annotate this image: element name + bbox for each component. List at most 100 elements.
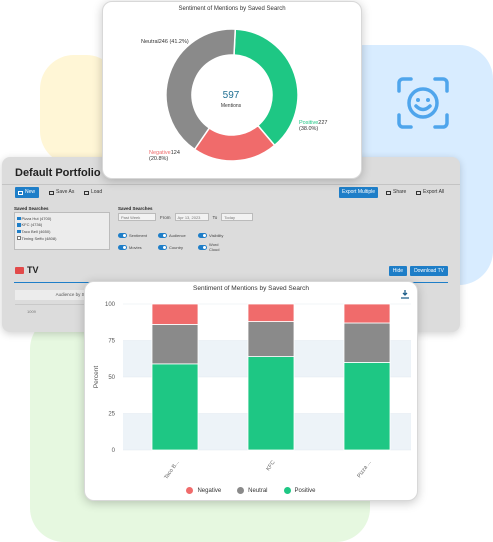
bar-segment-neutral[interactable] (151, 324, 199, 365)
donut-label-name: Positive (299, 120, 319, 126)
bar-segment-negative[interactable] (343, 303, 391, 324)
y-tick-label: 50 (108, 375, 115, 381)
date-range-title: Saved Searches (118, 206, 153, 211)
bar-segment-positive[interactable] (151, 363, 199, 451)
donut-slice-positive[interactable] (233, 28, 299, 147)
download-icon[interactable] (401, 290, 409, 299)
toggle-switch[interactable] (118, 244, 127, 250)
toggle-label: Movies (129, 244, 142, 250)
new-button[interactable]: New (15, 187, 39, 198)
save-as-label: Save As (56, 189, 75, 195)
new-button-label: New (25, 189, 36, 195)
toggle-word-cloud[interactable]: Word Cloud (198, 242, 230, 252)
x-tick-label: KFC (265, 460, 276, 472)
toggle-switch[interactable] (198, 232, 207, 238)
donut-label-negative: Negative124 (20.8%) (149, 150, 180, 162)
toggle-switch[interactable] (158, 244, 167, 250)
donut-chart-title: Sentiment of Mentions by Saved Search (178, 6, 286, 12)
hide-button[interactable]: Hide (388, 266, 408, 276)
saved-search-label: KFC (4736) (21, 222, 43, 228)
legend-swatch (283, 487, 291, 494)
checkbox[interactable] (17, 229, 21, 234)
donut-label-value: 124 (170, 150, 180, 156)
toggle-movies[interactable]: Movies (118, 244, 150, 250)
load-label: Load (91, 189, 103, 195)
saved-search-item[interactable]: KFC (4736) (17, 222, 107, 229)
checkbox[interactable] (17, 236, 21, 240)
bar-segment-negative[interactable] (247, 303, 295, 322)
bar-segment-positive[interactable] (247, 356, 295, 451)
tv-label: TV (27, 265, 39, 275)
legend-label: Neutral (248, 487, 268, 494)
donut-label-percent: (41.2%) (169, 39, 189, 45)
toggle-label: Country (169, 244, 184, 250)
toggle-switch[interactable] (158, 232, 167, 238)
donut-chart (165, 28, 299, 162)
y-tick-label: 75 (108, 339, 115, 345)
toggle-sentiment[interactable]: Sentiment (118, 232, 150, 238)
load-button[interactable]: Load (81, 187, 105, 198)
donut-chart-card: Sentiment of Mentions by Saved Search 59… (102, 1, 362, 179)
y-tick-label: 0 (112, 448, 116, 454)
legend-label: Positive (294, 487, 316, 494)
portfolio-toolbar: New Save As Load Export Multiple Share E… (15, 187, 448, 199)
from-date-field[interactable]: Apr 13, 2023 (174, 213, 209, 221)
share-icon (386, 190, 391, 195)
audience-table-cell: 1009 (27, 309, 36, 314)
legend-item-neutral[interactable]: Neutral (237, 487, 268, 494)
saved-search-item[interactable]: Taco Bell (4650) (17, 228, 107, 235)
stacked-bar-chart: 0 25 50 75 100 Percent Taco B... KFC Pizza ... (93, 302, 411, 481)
toggle-visibility[interactable]: Visibility (198, 232, 230, 238)
toggle-label: Sentiment (129, 232, 148, 238)
checkbox[interactable] (17, 223, 21, 227)
toggle-country[interactable]: Country (158, 244, 190, 250)
donut-label-percent: (20.8%) (149, 156, 169, 162)
new-icon (18, 190, 23, 195)
toggle-label: Word Cloud (208, 242, 220, 252)
saved-search-item[interactable]: Pizza Hut (4700) (17, 215, 107, 222)
donut-label-value: 246 (158, 39, 168, 45)
bar-segment-positive[interactable] (343, 362, 391, 451)
face-recognition-icon (397, 77, 449, 129)
to-label: To (212, 214, 218, 220)
date-range-panel: Saved Searches Past Week From Apr 13, 20… (118, 206, 288, 252)
chart-legend: Negative Neutral Positive (85, 487, 417, 494)
save-icon (49, 190, 54, 195)
toggle-label: Visibility (209, 232, 224, 238)
checkbox[interactable] (17, 216, 21, 221)
legend-label: Negative (197, 487, 222, 494)
to-date-field[interactable]: Today (221, 213, 254, 221)
saved-search-item[interactable]: Timing Seffo (4808) (17, 235, 107, 242)
bar-segment-negative[interactable] (151, 303, 199, 325)
bar-segment-neutral[interactable] (247, 321, 295, 357)
export-multiple-button[interactable]: Export Multiple (339, 187, 379, 198)
donut-label-name: Negative (149, 150, 171, 156)
toggle-audience[interactable]: Audience (158, 232, 190, 238)
bar-segment-neutral[interactable] (343, 322, 391, 363)
period-select[interactable]: Past Week (118, 213, 156, 221)
legend-item-negative[interactable]: Negative (186, 487, 221, 494)
legend-item-positive[interactable]: Positive (283, 487, 316, 494)
x-tick-label: Pizza ... (357, 459, 373, 479)
donut-label-percent: (38.0%) (299, 126, 319, 132)
saved-searches-list[interactable]: Pizza Hut (4700) KFC (4736) Taco Bell (4… (14, 212, 110, 250)
share-button[interactable]: Share (383, 187, 409, 198)
saved-search-label: Pizza Hut (4700) (21, 215, 52, 221)
export-multiple-label: Export Multiple (342, 189, 376, 195)
export-all-button[interactable]: Export All (413, 187, 447, 198)
legend-swatch (186, 487, 194, 494)
save-as-button[interactable]: Save As (46, 187, 77, 198)
portfolio-title: Default Portfolio (15, 167, 101, 179)
download-tv-button[interactable]: Download TV (410, 266, 448, 276)
y-axis-label: Percent (93, 366, 100, 389)
portfolio-divider (2, 184, 460, 185)
toggle-switch[interactable] (118, 232, 127, 238)
toggle-switch[interactable] (198, 244, 207, 250)
saved-searches-panel: Saved Searches Pizza Hut (4700) KFC (473… (14, 206, 110, 254)
donut-slice-neutral[interactable] (165, 28, 237, 151)
donut-center-label: Mentions (220, 103, 242, 109)
from-label: From (160, 214, 171, 220)
donut-label-positive: Positive227 (38.0%) (299, 120, 327, 132)
tv-section-header: TV Hide Download TV (15, 265, 448, 277)
